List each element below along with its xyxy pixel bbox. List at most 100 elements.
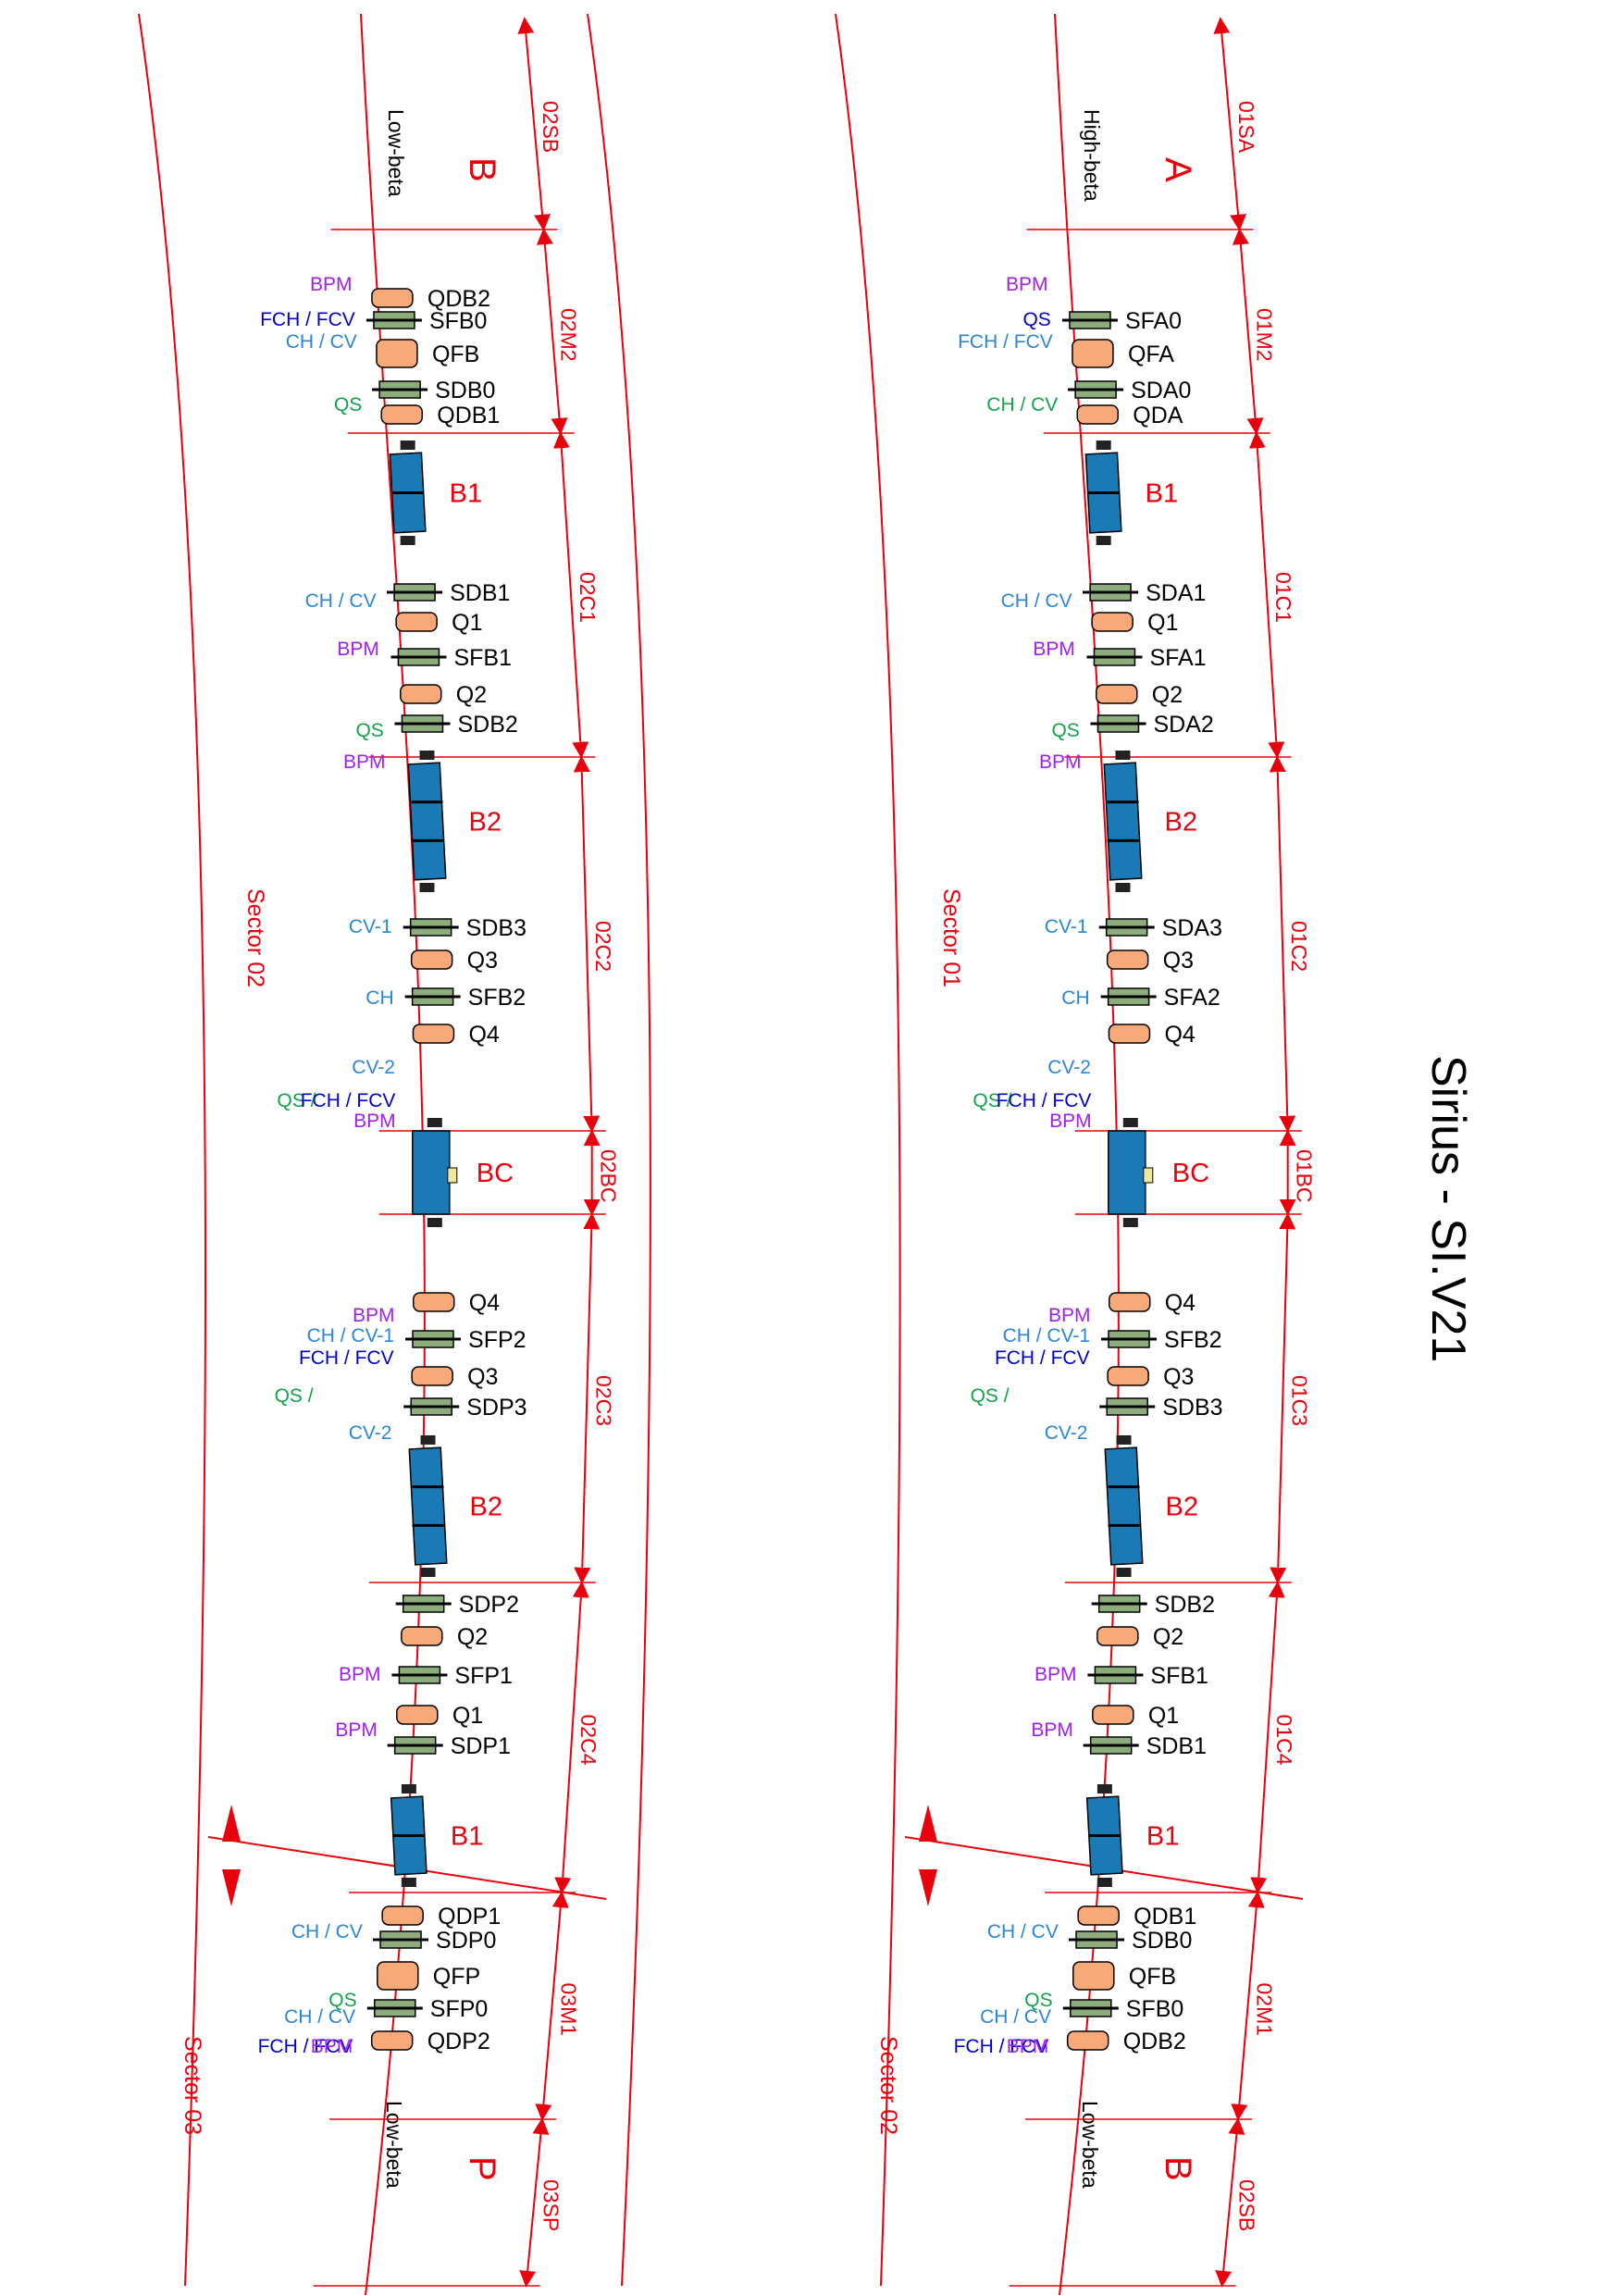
magnet-label: SDA3 — [1162, 915, 1222, 941]
straight-letter: B — [1158, 2156, 1198, 2181]
quadrupole — [1096, 1626, 1139, 1646]
dipole-insert — [447, 1167, 458, 1184]
corrector-label: BPM — [310, 274, 353, 295]
corrector-label: CH / CV — [284, 2006, 355, 2028]
dipole-b1: B1 — [1084, 441, 1178, 545]
corrector-label: QS / — [275, 1385, 314, 1407]
quadrupole — [380, 404, 424, 425]
corrector-label: QS / — [277, 1090, 316, 1111]
corrector-label: FCH / FCV — [954, 2036, 1049, 2057]
dipole-b2: B2 — [1104, 1435, 1198, 1577]
quadrupole — [396, 1705, 439, 1725]
quadrupole — [1106, 949, 1149, 970]
magnet-label: SDB2 — [1155, 1592, 1215, 1618]
dimension: 02C4 — [349, 1581, 601, 1894]
corrector-label: CH / CV — [291, 1921, 363, 1942]
dipole-magnet — [407, 762, 447, 881]
dimension-label: 02SB — [1234, 2179, 1258, 2231]
sector-arcs — [138, 13, 901, 2287]
dipole-magnet — [412, 1130, 451, 1215]
dimension-label: 01C2 — [1287, 921, 1311, 972]
corrector-label: QS — [1051, 720, 1079, 741]
dipole-b1: B1 — [1085, 1784, 1179, 1887]
arrow-head — [919, 1805, 937, 1842]
corrector-label: BPM — [339, 1664, 381, 1685]
corrector-label: BPM — [1006, 274, 1048, 295]
dimension-line — [1232, 228, 1264, 435]
corrector-label: FCH / FCV — [995, 1347, 1090, 1369]
arrow-head — [222, 1869, 241, 1906]
dimension: 02M1 — [1024, 1891, 1277, 2121]
dimension-label: 01C3 — [1287, 1375, 1311, 1426]
magnet-label: SFB1 — [1150, 1663, 1208, 1689]
magnet-label: Q3 — [1163, 1364, 1194, 1390]
vacuum-glyph — [1116, 1435, 1132, 1445]
corrector-label: FCH / FCV — [299, 1347, 394, 1369]
dipole-bc: BC — [1108, 1118, 1209, 1227]
quadrupole — [1096, 684, 1138, 704]
corrector-label: CV-2 — [1045, 1422, 1088, 1444]
bend-label: B1 — [450, 479, 482, 509]
corrector-label: FCH / FCV — [260, 309, 355, 330]
magnet-label: QFB — [1129, 1964, 1176, 1990]
outer-arc-right — [835, 13, 901, 2287]
quadrupole — [1066, 2030, 1109, 2051]
magnet-label: QFP — [433, 1964, 480, 1990]
quadrupole — [1072, 1961, 1115, 1991]
dimension-label: 02SB — [539, 101, 563, 153]
corrector-label: BPM — [353, 1111, 396, 1132]
magnet-label: Q1 — [452, 610, 482, 636]
magnet-label: SDP0 — [436, 1928, 496, 1954]
quadrupole — [1108, 1292, 1151, 1312]
dimension-line — [519, 2117, 550, 2288]
magnet-label: SFB0 — [429, 308, 488, 334]
magnet-label: SDB3 — [466, 915, 527, 941]
corrector-label: CH / CV-1 — [307, 1325, 395, 1347]
dimension-label: 02C4 — [576, 1715, 601, 1766]
dimension-line — [1270, 1212, 1296, 1584]
dimension-line — [552, 431, 589, 759]
quadrupole — [376, 339, 418, 368]
quadrupole — [381, 1905, 424, 1926]
corrector-label: BPM — [343, 751, 386, 773]
bend-label: B2 — [470, 1493, 502, 1522]
magnet-label: QDA — [1133, 403, 1183, 428]
quadrupole — [1092, 1705, 1134, 1725]
magnet-label: SFB1 — [453, 645, 512, 671]
page-title: Sirius - SI.V21 — [1421, 1055, 1475, 1362]
quadrupole — [411, 1366, 453, 1386]
dimension-label: 01BC — [1293, 1149, 1317, 1203]
magnet-label: QFA — [1128, 341, 1174, 367]
magnet-label: SDA0 — [1131, 378, 1191, 403]
vacuum-glyph — [420, 1568, 436, 1577]
magnet-label: SFB2 — [468, 985, 527, 1011]
magnet-label: SFB2 — [1164, 1327, 1222, 1353]
magnet-label: Q1 — [452, 1703, 483, 1729]
corrector-label: BPM — [1035, 1664, 1077, 1685]
magnet-label: SFA2 — [1164, 985, 1220, 1011]
dipole-b2: B2 — [407, 751, 502, 892]
magnet-label: QDB1 — [1134, 1904, 1196, 1930]
dipole-b1: B1 — [389, 441, 482, 545]
quadrupole — [395, 612, 438, 632]
magnet-label: QDB2 — [1123, 2029, 1186, 2054]
dimension-line — [573, 755, 601, 1133]
vacuum-glyph — [401, 1784, 416, 1793]
quadrupole — [1076, 404, 1120, 425]
corrector-label: CH / CV — [987, 1921, 1059, 1942]
magnet-label: SDB2 — [457, 712, 517, 738]
corrector-label: FCH / FCV — [958, 331, 1053, 353]
vacuum-glyph — [401, 1878, 416, 1887]
straight-letter: A — [1158, 157, 1198, 182]
vacuum-glyph — [400, 536, 415, 545]
bend-label: B2 — [469, 808, 502, 838]
quadrupole — [400, 684, 442, 704]
corrector-label: QS — [1022, 309, 1050, 330]
magnet-label: SDB1 — [450, 580, 510, 606]
magnet-label: SDA2 — [1153, 712, 1213, 738]
dimension: 02SB — [330, 17, 563, 231]
lattice-elements: B1B2BCB2B1QDB2SFB0QFBSDB0QDB1SDB1Q1SFB1Q… — [258, 274, 1223, 2057]
vacuum-glyph — [419, 883, 435, 892]
vacuum-glyph — [1096, 1784, 1112, 1793]
sector-boundaries — [207, 1805, 1304, 1906]
